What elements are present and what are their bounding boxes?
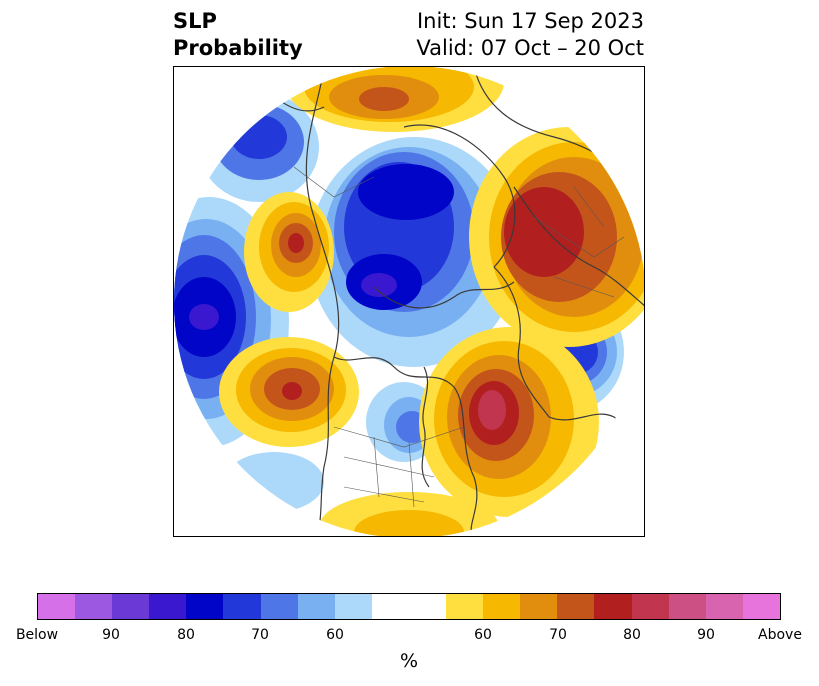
- colorbar-swatch: [557, 594, 595, 619]
- tick-label: 80: [623, 627, 641, 643]
- tick-label: 70: [251, 627, 269, 643]
- colorbar-swatch: [408, 594, 447, 619]
- colorbar-swatch: [38, 594, 76, 619]
- forecast-dates: Init: Sun 17 Sep 2023 Valid: 07 Oct – 20…: [416, 8, 644, 62]
- colorbar-swatch: [631, 594, 669, 619]
- high-center-north-atlantic: [419, 327, 599, 517]
- colorbar: [37, 593, 781, 620]
- colorbar-swatch: [371, 594, 409, 619]
- polar-map-svg: [174, 67, 644, 536]
- tick-label: 80: [177, 627, 195, 643]
- colorbar-swatch: [446, 594, 484, 619]
- colorbar-unit-label: %: [399, 650, 419, 672]
- low-fringe-southwest: [224, 452, 324, 512]
- high-center-bc-coast: [244, 192, 334, 312]
- tick-label: 90: [697, 627, 715, 643]
- map-title: SLP Probability: [173, 8, 303, 62]
- colorbar-swatch: [260, 594, 298, 619]
- borders: [293, 166, 625, 508]
- high-center-east-pacific: [219, 337, 359, 447]
- tick-label: 60: [326, 627, 344, 643]
- colorbar-swatch: [668, 594, 706, 619]
- title-line-1: SLP: [173, 9, 217, 33]
- colorbar-swatch: [112, 594, 150, 619]
- colorbar-swatch: [705, 594, 743, 619]
- colorbar-swatch: [297, 594, 335, 619]
- tick-label: 90: [102, 627, 120, 643]
- colorbar-swatch: [334, 594, 372, 619]
- colorbar-swatch: [186, 594, 224, 619]
- tick-label: Above: [758, 627, 802, 643]
- tick-label: 70: [549, 627, 567, 643]
- init-date: Init: Sun 17 Sep 2023: [416, 9, 644, 33]
- colorbar-swatch: [223, 594, 261, 619]
- high-center-south: [319, 492, 499, 536]
- low-center-arctic: [309, 137, 519, 367]
- title-line-2: Probability: [173, 36, 303, 60]
- tick-label: Below: [15, 627, 59, 643]
- colorbar-swatch: [742, 594, 780, 619]
- colorbar-swatch: [594, 594, 632, 619]
- colorbar-swatch: [75, 594, 113, 619]
- colorbar-swatch: [149, 594, 187, 619]
- tick-label: 60: [474, 627, 492, 643]
- valid-range: Valid: 07 Oct – 20 Oct: [416, 36, 644, 60]
- colorbar-swatch: [483, 594, 521, 619]
- colorbar-swatch: [520, 594, 558, 619]
- probability-map: [173, 66, 645, 537]
